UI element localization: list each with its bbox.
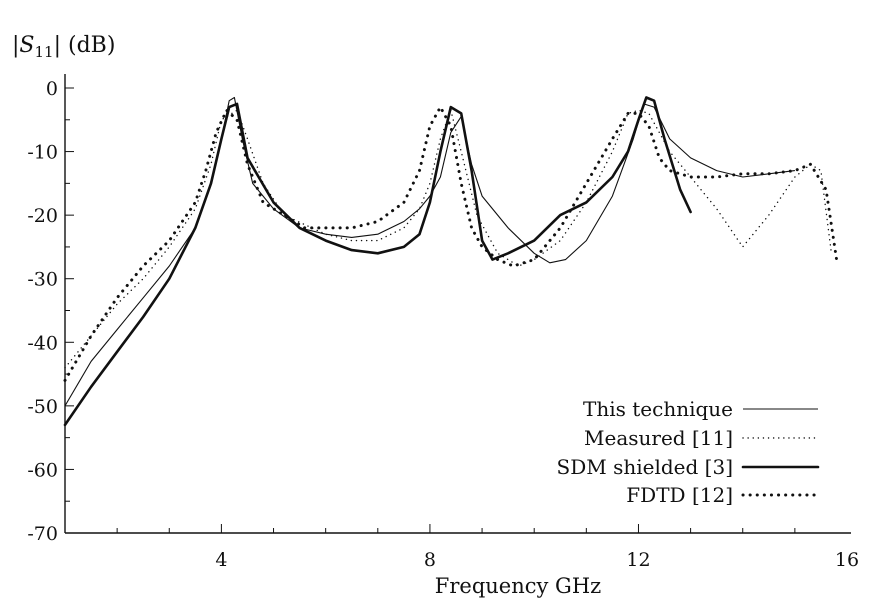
series-line-3 xyxy=(63,96,692,427)
y-tick-label: 0 xyxy=(46,78,58,100)
legend-label-4: FDTD [12] xyxy=(626,483,733,507)
legend-label-2: Measured [11] xyxy=(584,426,733,450)
x-tick-label: 16 xyxy=(835,549,859,571)
series-group xyxy=(63,96,839,427)
x-tick-label: 8 xyxy=(424,549,436,571)
y-tick-label: -50 xyxy=(27,396,58,418)
y-axis-label-sub: 11 xyxy=(34,43,53,61)
tick-labels: 0 -10 -20 -30 -40 -50 -60 -70 4 8 12 16 xyxy=(27,78,859,571)
y-tick-label: -20 xyxy=(27,205,58,227)
y-tick-label: -70 xyxy=(27,523,58,545)
series-line-2 xyxy=(64,109,833,369)
y-axis-label-main: |S xyxy=(12,33,34,58)
tick-marks xyxy=(65,87,796,533)
series-line-4 xyxy=(63,105,839,382)
axes xyxy=(64,74,851,534)
y-tick-label: -60 xyxy=(27,459,58,481)
legend-label-3: SDM shielded [3] xyxy=(557,455,733,479)
y-tick-label: -10 xyxy=(27,142,58,164)
y-axis-label-tail: | (dB) xyxy=(54,33,116,58)
x-tick-label: 4 xyxy=(215,549,227,571)
y-tick-label: -40 xyxy=(27,332,58,354)
x-tick-label: 12 xyxy=(626,549,650,571)
x-axis-label: Frequency GHz xyxy=(435,574,601,598)
legend-label-1: This technique xyxy=(583,397,733,421)
y-axis-label: |S11| (dB) xyxy=(12,33,115,61)
series-line-1 xyxy=(64,96,795,407)
legend: This technique Measured [11] SDM shielded … xyxy=(557,397,820,507)
y-tick-label: -30 xyxy=(27,269,58,291)
